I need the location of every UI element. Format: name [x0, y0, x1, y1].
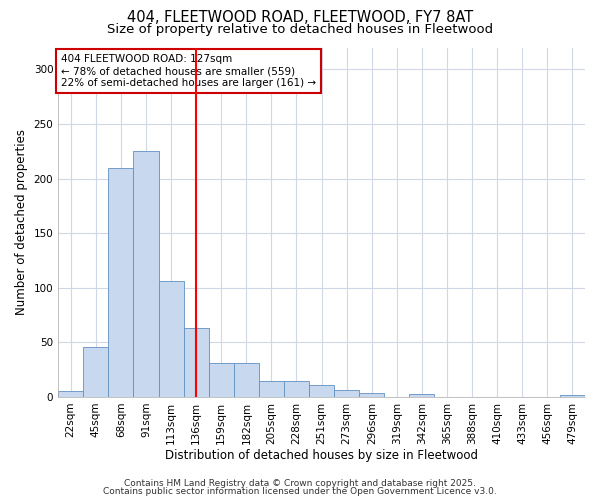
- Bar: [560, 395, 585, 397]
- Text: 404, FLEETWOOD ROAD, FLEETWOOD, FY7 8AT: 404, FLEETWOOD ROAD, FLEETWOOD, FY7 8AT: [127, 10, 473, 25]
- Text: Contains HM Land Registry data © Crown copyright and database right 2025.: Contains HM Land Registry data © Crown c…: [124, 478, 476, 488]
- Bar: [58, 392, 83, 397]
- Bar: [309, 385, 334, 397]
- Bar: [209, 363, 234, 397]
- Bar: [334, 390, 359, 397]
- Bar: [109, 168, 133, 397]
- Text: Contains public sector information licensed under the Open Government Licence v3: Contains public sector information licen…: [103, 487, 497, 496]
- Bar: [184, 328, 209, 397]
- Bar: [359, 392, 385, 397]
- Bar: [259, 380, 284, 397]
- Text: Size of property relative to detached houses in Fleetwood: Size of property relative to detached ho…: [107, 22, 493, 36]
- Bar: [284, 380, 309, 397]
- Bar: [83, 346, 109, 397]
- Bar: [133, 151, 158, 397]
- Bar: [409, 394, 434, 397]
- Text: 404 FLEETWOOD ROAD: 127sqm
← 78% of detached houses are smaller (559)
22% of sem: 404 FLEETWOOD ROAD: 127sqm ← 78% of deta…: [61, 54, 316, 88]
- X-axis label: Distribution of detached houses by size in Fleetwood: Distribution of detached houses by size …: [165, 450, 478, 462]
- Y-axis label: Number of detached properties: Number of detached properties: [15, 129, 28, 315]
- Bar: [234, 363, 259, 397]
- Bar: [158, 281, 184, 397]
